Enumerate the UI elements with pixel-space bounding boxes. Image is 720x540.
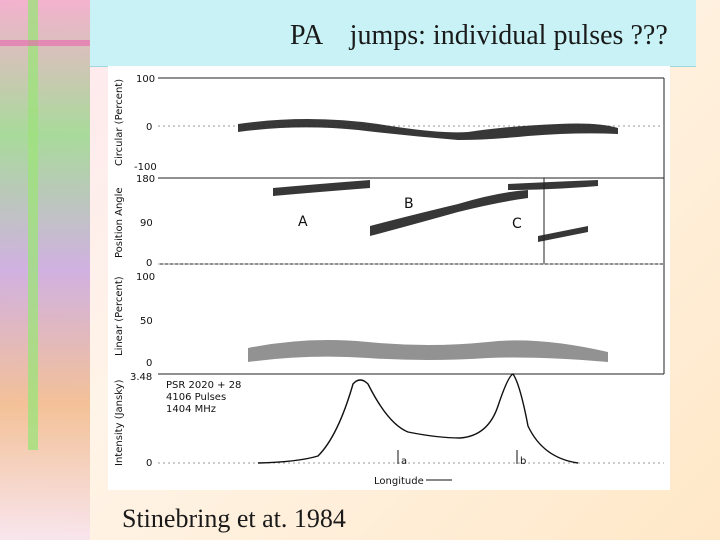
tick-label: 100 [136,272,155,283]
circular-band [238,119,618,140]
x-axis-label: Longitude [374,476,424,487]
tick-label: 3.48 [130,372,152,383]
y-axis-label: Circular (Percent) [114,79,125,166]
tick-label: -100 [134,162,157,173]
pa-mode-c-band [538,226,588,242]
scanned-figure: 100 0 -100 180 90 0 100 50 0 3.48 0 Circ… [108,66,670,490]
tick-label: 0 [146,458,152,469]
mode-label-c: C [512,216,522,232]
decorative-bar [0,40,90,46]
y-axis-label: Position Angle [114,187,125,258]
y-axis-label: Intensity (Jansky) [114,379,125,466]
tick-label: 0 [146,258,152,269]
pa-mode-b-band [370,190,528,236]
tick-label: 50 [140,316,153,327]
linear-band [248,340,608,362]
tick-label: 0 [146,358,152,369]
tick-label: 0 [146,122,152,133]
title-bar: PA jumps: individual pulses ??? [90,0,696,67]
tick-label: 180 [136,174,155,185]
legend-line: 1404 MHz [166,404,216,415]
decorative-bar [28,0,38,450]
mode-label-a: A [298,214,308,230]
pa-upper-band [508,180,598,190]
mode-label-b: B [404,196,414,212]
figure-svg: 100 0 -100 180 90 0 100 50 0 3.48 0 Circ… [114,74,665,487]
figure-caption: Stinebring et at. 1984 [122,504,346,533]
tick-label: 100 [136,74,155,85]
marker-label-b: b [520,456,526,467]
slide-title: PA jumps: individual pulses ??? [290,20,668,51]
decorative-left-strip [0,0,90,540]
pa-mode-a-band [273,180,370,196]
legend-line: PSR 2020 + 28 [166,380,241,391]
legend-line: 4106 Pulses [166,392,226,403]
y-axis-label: Linear (Percent) [114,276,125,356]
marker-label-a: a [401,456,407,467]
tick-label: 90 [140,218,153,229]
intensity-profile [257,373,579,464]
